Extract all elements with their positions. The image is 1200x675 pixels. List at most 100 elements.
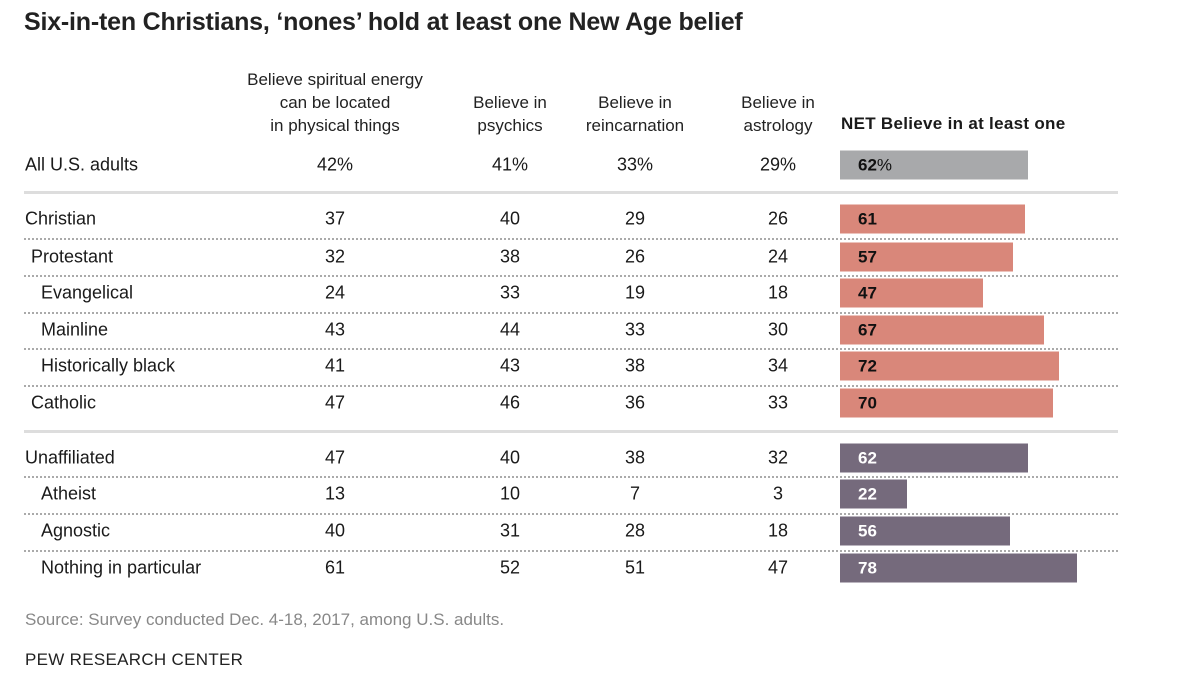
net-bar: 67	[840, 315, 1044, 345]
net-bar: 47	[840, 278, 983, 308]
net-value: 72	[858, 356, 877, 376]
net-bar: 78	[840, 553, 1078, 583]
brand: PEW RESEARCH CENTER	[25, 650, 244, 669]
net-bar-label: 61	[858, 210, 877, 230]
cell-value: 33	[767, 392, 789, 413]
column-header-line: can be located	[279, 93, 391, 112]
column-header-line: reincarnation	[585, 116, 685, 135]
net-bar: 56	[840, 516, 1011, 546]
column-header-line: Believe in	[741, 93, 815, 112]
row-label: Christian	[25, 208, 97, 229]
row-label: Catholic	[31, 392, 97, 413]
cell-value: 32	[767, 447, 789, 468]
cell-value: 32	[324, 246, 346, 267]
net-bar: 61	[840, 204, 1026, 234]
row-label: Agnostic	[41, 520, 111, 541]
net-bar-label: 47	[858, 284, 877, 304]
cell-value: 47	[324, 392, 346, 413]
row-divider	[24, 275, 1118, 277]
cell-value: 26	[624, 246, 646, 267]
cell-value: 26	[767, 208, 789, 229]
cell-value: 29	[624, 208, 646, 229]
net-value: 22	[858, 484, 877, 504]
net-bar-label: 22	[858, 485, 877, 505]
net-bar-label: 62	[858, 449, 877, 469]
column-header: Believe in astrology	[741, 91, 815, 137]
cell-value: 3	[772, 483, 784, 504]
row-label: Evangelical	[41, 282, 134, 303]
cell-value: 33%	[616, 154, 654, 175]
column-header-line: Believe spiritual energy	[247, 70, 423, 89]
cell-value: 34	[767, 355, 789, 376]
cell-value: 38	[624, 447, 646, 468]
row-label: Atheist	[41, 483, 97, 504]
net-bar: 70	[840, 388, 1053, 418]
cell-value: 18	[767, 282, 789, 303]
chart-title: Six-in-ten Christians, ‘nones’ hold at l…	[24, 8, 743, 36]
cell-value: 13	[324, 483, 346, 504]
column-header: Believe in psychics	[473, 91, 547, 137]
net-value: 47	[858, 283, 877, 303]
row-label: All U.S. adults	[25, 154, 139, 175]
cell-value: 19	[624, 282, 646, 303]
cell-value: 37	[324, 208, 346, 229]
cell-value: 10	[499, 483, 521, 504]
net-value: 62	[858, 448, 877, 468]
cell-value: 28	[624, 520, 646, 541]
cell-value: 51	[624, 557, 646, 578]
cell-value: 30	[767, 319, 789, 340]
cell-value: 40	[499, 208, 521, 229]
net-value: 67	[858, 320, 877, 340]
cell-value: 43	[324, 319, 346, 340]
row-divider	[24, 238, 1118, 240]
net-value: 61	[858, 209, 877, 229]
cell-value: 42%	[316, 154, 354, 175]
cell-value: 40	[324, 520, 346, 541]
cell-value: 33	[624, 319, 646, 340]
net-bar-label: 67	[858, 321, 877, 341]
cell-value: 29%	[759, 154, 797, 175]
column-header-line: Believe in	[473, 93, 547, 112]
net-bar: 57	[840, 242, 1014, 272]
cell-value: 40	[499, 447, 521, 468]
net-suffix: %	[876, 155, 893, 175]
net-value: 57	[858, 247, 877, 267]
column-header: Believe in reincarnation	[586, 91, 684, 137]
group-separator	[24, 430, 1118, 433]
column-header: Believe spiritual energy can be located in…	[247, 68, 423, 137]
cell-value: 61	[324, 557, 346, 578]
cell-value: 44	[499, 319, 521, 340]
cell-value: 31	[499, 520, 521, 541]
cell-value: 47	[324, 447, 346, 468]
source-note: Source: Survey conducted Dec. 4-18, 2017…	[25, 610, 505, 629]
column-header-line: Believe in	[598, 93, 672, 112]
cell-value: 46	[499, 392, 521, 413]
cell-value: 18	[767, 520, 789, 541]
net-value: 78	[858, 558, 877, 578]
column-header-line: astrology	[743, 116, 813, 135]
row-divider	[24, 348, 1118, 350]
cell-value: 52	[499, 557, 521, 578]
net-value: 56	[858, 521, 877, 541]
column-header-line: in physical things	[270, 116, 400, 135]
row-divider	[24, 550, 1118, 552]
cell-value: 24	[767, 246, 789, 267]
net-bar: 62	[840, 443, 1029, 473]
row-label: Historically black	[41, 355, 176, 376]
cell-value: 47	[767, 557, 789, 578]
cell-value: 41	[324, 355, 346, 376]
row-divider	[24, 513, 1118, 515]
row-divider	[24, 385, 1118, 387]
net-bar-label: 57	[858, 248, 877, 268]
cell-value: 36	[624, 392, 646, 413]
cell-value: 38	[624, 355, 646, 376]
net-value: 70	[858, 393, 877, 413]
net-bar-label: 78	[858, 559, 877, 579]
cell-value: 38	[499, 246, 521, 267]
net-header: NET Believe in at least one	[841, 114, 1066, 133]
net-bar-label: 70	[858, 394, 877, 414]
cell-value: 41%	[491, 154, 529, 175]
net-value: 62	[858, 155, 877, 175]
row-label: Unaffiliated	[25, 447, 115, 468]
net-bar: 62%	[840, 150, 1029, 180]
